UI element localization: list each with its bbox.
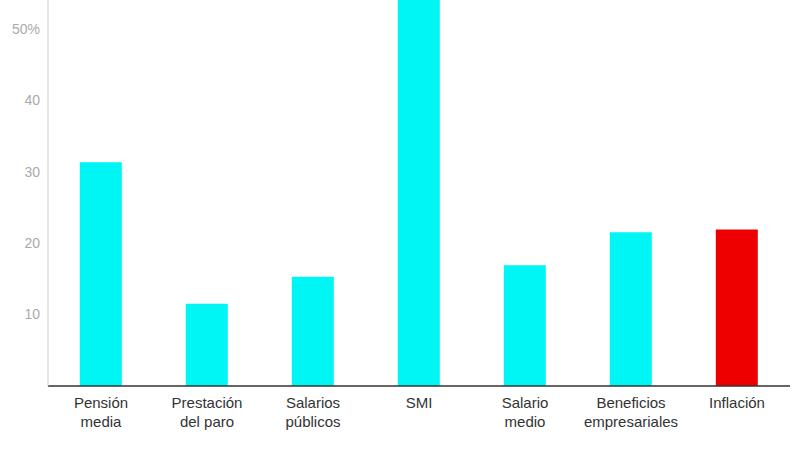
svg-text:Salarios: Salarios: [286, 394, 340, 411]
svg-text:Prestación: Prestación: [172, 394, 243, 411]
svg-text:media: media: [81, 413, 123, 430]
svg-text:empresariales: empresariales: [584, 413, 678, 430]
svg-text:10: 10: [24, 306, 40, 322]
svg-text:40: 40: [24, 92, 40, 108]
svg-text:Beneficios: Beneficios: [596, 394, 665, 411]
svg-text:50%: 50%: [12, 21, 40, 37]
svg-text:20: 20: [24, 235, 40, 251]
svg-text:del paro: del paro: [180, 413, 234, 430]
svg-text:medio: medio: [505, 413, 546, 430]
svg-text:SMI: SMI: [406, 394, 433, 411]
svg-text:Inflación: Inflación: [709, 394, 765, 411]
svg-text:30: 30: [24, 164, 40, 180]
svg-text:Salario: Salario: [502, 394, 549, 411]
svg-text:públicos: públicos: [285, 413, 340, 430]
svg-text:Pensión: Pensión: [74, 394, 128, 411]
